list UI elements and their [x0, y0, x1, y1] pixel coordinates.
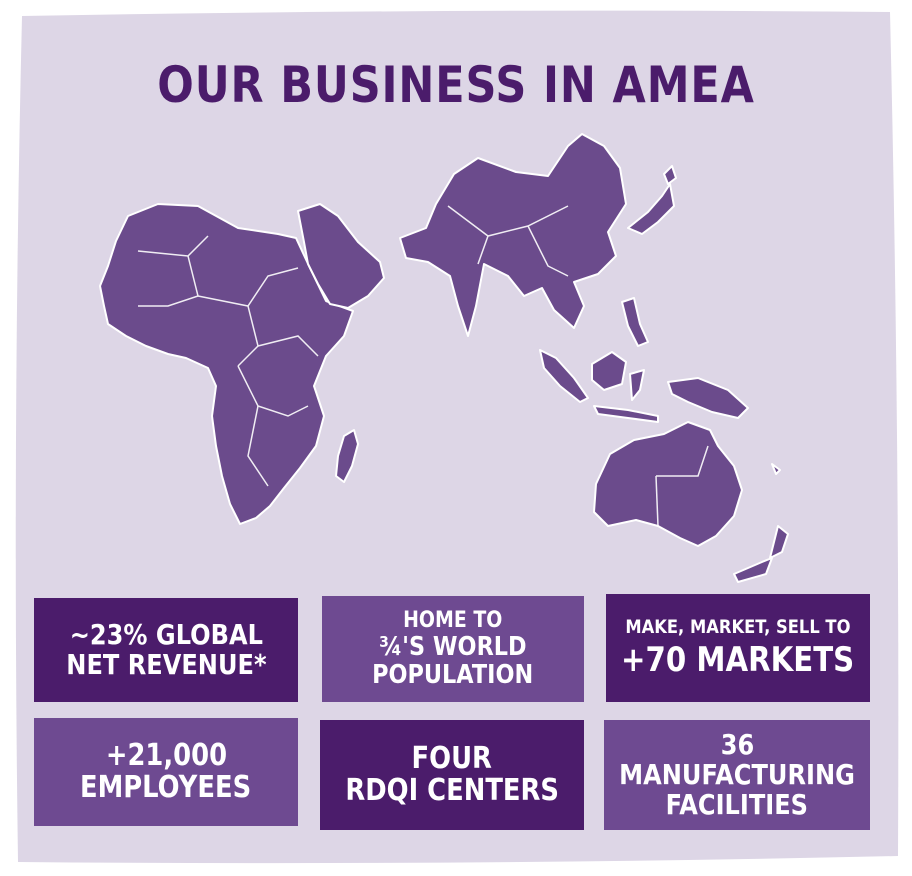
stat-line: EMPLOYEES [80, 770, 252, 805]
stat-tile-rdqi: FOUR RDQI CENTERS [320, 720, 584, 830]
philippines-shape [621, 297, 649, 347]
stat-line: ~23% GLOBAL [69, 617, 263, 651]
stat-line: NET REVENUE* [65, 648, 267, 681]
asia-shape [399, 133, 627, 337]
africa-shape [99, 203, 354, 525]
infographic-card: OUR BUSINESS IN AMEA [8, 6, 904, 868]
stat-tile-manufacturing: 36 MANUFACTURING FACILITIES [604, 720, 870, 830]
stat-line: HOME TO [403, 608, 503, 634]
arabia-shape [297, 203, 385, 309]
stat-line: MANUFACTURING [619, 757, 855, 791]
stat-line: RDQI CENTERS [345, 773, 559, 808]
stat-line: +70 MARKETS [621, 639, 855, 680]
new-guinea-shape [667, 377, 749, 419]
madagascar-shape [335, 429, 359, 483]
stat-line: 36 [720, 727, 754, 761]
stat-line: FACILITIES [665, 788, 809, 822]
amea-map-icon [99, 133, 789, 583]
stat-line: ¾'S WORLD [379, 631, 527, 662]
page-title: OUR BUSINESS IN AMEA [157, 56, 755, 114]
stat-line: FOUR [411, 740, 493, 776]
new-zealand-shape [769, 525, 789, 559]
stat-tile-employees: +21,000 EMPLOYEES [34, 718, 298, 826]
australia-shape [593, 421, 743, 547]
sulawesi-shape [629, 369, 645, 401]
stat-tile-population: HOME TO ¾'S WORLD POPULATION [322, 596, 584, 702]
stat-line: +21,000 [105, 737, 227, 773]
stat-line: MAKE, MARKET, SELL TO [625, 616, 851, 639]
sumatra-shape [539, 349, 589, 403]
stat-tile-markets: MAKE, MARKET, SELL TO +70 MARKETS [606, 594, 870, 702]
stat-line: POPULATION [372, 659, 534, 690]
borneo-shape [591, 351, 627, 391]
japan-shape [627, 183, 675, 235]
stat-tile-revenue: ~23% GLOBAL NET REVENUE* [34, 598, 298, 702]
